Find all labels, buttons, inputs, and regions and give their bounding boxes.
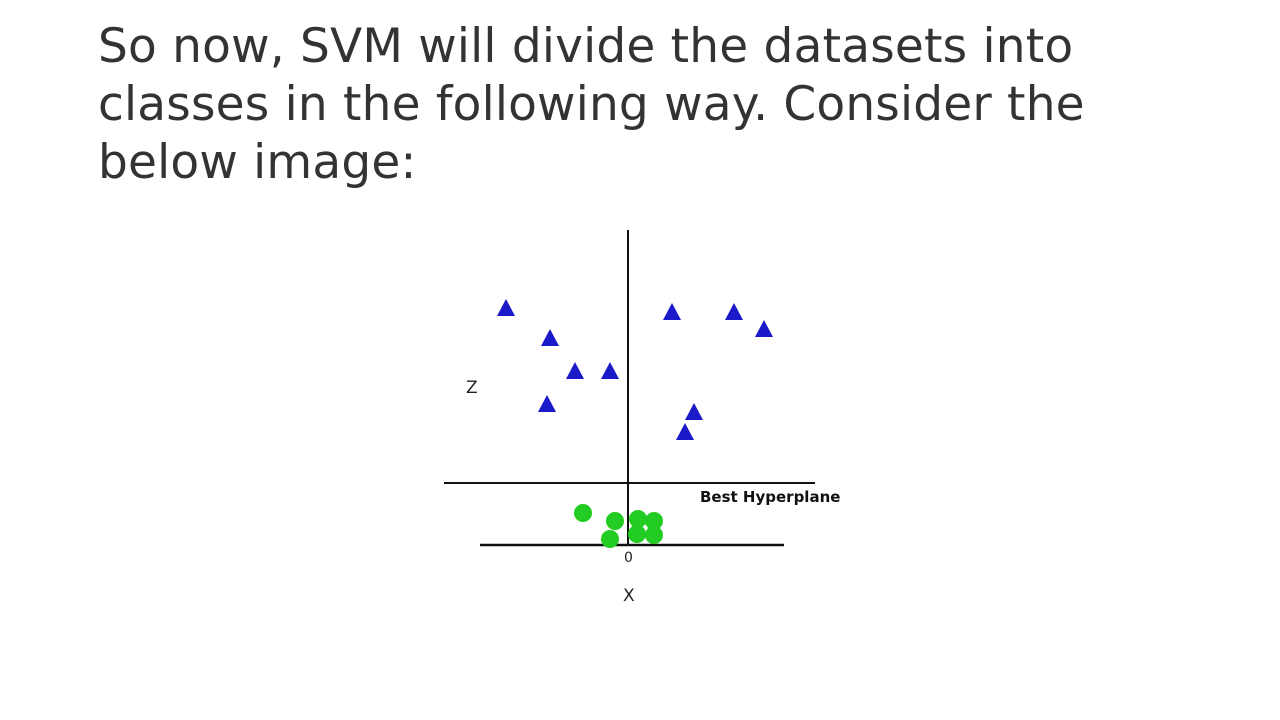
- circle-point: [628, 525, 646, 543]
- circle-point: [601, 530, 619, 548]
- triangle-point: [541, 329, 559, 346]
- circle-point: [606, 512, 624, 530]
- circle-class: [574, 504, 663, 548]
- best-hyperplane-label: Best Hyperplane: [700, 488, 840, 506]
- triangle-class: [497, 299, 773, 440]
- circle-point: [645, 512, 663, 530]
- triangle-point: [663, 303, 681, 320]
- triangle-point: [676, 423, 694, 440]
- svm-figure: Z 0 X Best Hyperplane: [430, 220, 860, 620]
- svm-diagram: Z 0 X Best Hyperplane: [444, 230, 840, 606]
- triangle-point: [685, 403, 703, 420]
- triangle-point: [725, 303, 743, 320]
- circle-point: [629, 510, 647, 528]
- circle-point: [574, 504, 592, 522]
- triangle-point: [601, 362, 619, 379]
- origin-label: 0: [624, 550, 633, 566]
- circle-point: [645, 526, 663, 544]
- x-axis-label: X: [623, 586, 635, 606]
- triangle-point: [497, 299, 515, 316]
- triangle-point: [538, 395, 556, 412]
- slide-text: So now, SVM will divide the datasets int…: [98, 19, 1085, 190]
- z-axis-label: Z: [466, 378, 478, 398]
- triangle-point: [755, 320, 773, 337]
- triangle-point: [566, 362, 584, 379]
